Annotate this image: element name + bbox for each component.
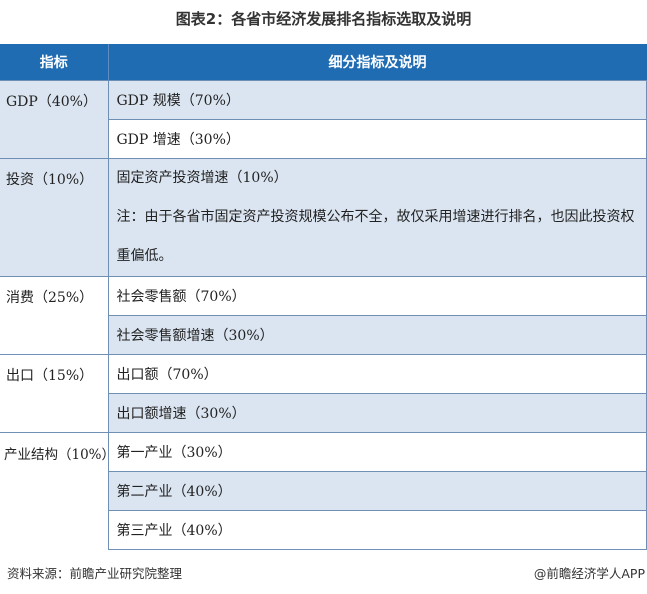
table-row: 第二产业（40%） — [0, 471, 647, 511]
header-row: 指标 细分指标及说明 — [0, 44, 647, 81]
sub-cell: GDP 规模（70%） — [108, 80, 647, 120]
indicator-cell: 消费（25%） — [0, 276, 109, 355]
table-row: 社会零售额增速（30%） — [0, 315, 647, 355]
indicator-cell: GDP（40%） — [0, 80, 109, 159]
indicator-cell: 投资（10%） — [0, 158, 109, 277]
table-title: 图表2：各省市经济发展排名指标选取及说明 — [175, 10, 472, 28]
source-note: 资料来源：前瞻产业研究院整理 — [7, 566, 183, 581]
table-row: GDP 增速（30%） — [0, 119, 647, 159]
sub-cell: 社会零售额（70%） — [108, 276, 647, 316]
header-indicator: 指标 — [0, 44, 109, 81]
sub-cell: 第三产业（40%） — [108, 510, 647, 550]
table-row: 投资（10%） 固定资产投资增速（10%） 注：由于各省市固定资产投资规模公布不… — [0, 158, 647, 277]
header-detail: 细分指标及说明 — [108, 44, 647, 81]
sub-cell: 出口额（70%） — [108, 354, 647, 394]
table-row: 出口（15%） 出口额（70%） — [0, 354, 647, 433]
sub-cell: 社会零售额增速（30%） — [108, 315, 647, 355]
table-row: 第三产业（40%） — [0, 510, 647, 550]
sub-cell-group: 固定资产投资增速（10%） 注：由于各省市固定资产投资规模公布不全，故仅采用增速… — [108, 158, 647, 277]
sub-cell: GDP 增速（30%） — [108, 119, 647, 159]
sub-cell: 第二产业（40%） — [108, 471, 647, 511]
sub-cell: 出口额增速（30%） — [108, 393, 647, 433]
indicator-cell: 出口（15%） — [0, 354, 109, 433]
indicator-cell: 产业结构（10%） — [0, 432, 115, 550]
brand-credit: @前瞻经济学人APP — [533, 566, 645, 581]
sub-cell: 固定资产投资增速（10%） — [116, 170, 288, 186]
table-row: 产业结构（10%） 第一产业（30%） — [0, 432, 647, 550]
table-row: 消费（25%） 社会零售额（70%） — [0, 276, 647, 355]
note-text: 注：由于各省市固定资产投资规模公布不全，故仅采用增速进行排名，也因此投资权重偏低… — [116, 209, 635, 264]
table-row: 出口额增速（30%） — [0, 393, 647, 433]
indicator-table: 指标 细分指标及说明 GDP（40%） GDP 规模（70%） GDP 增速（3… — [0, 44, 647, 550]
table-row: GDP（40%） GDP 规模（70%） — [0, 80, 647, 159]
sub-cell: 第一产业（30%） — [108, 432, 647, 472]
